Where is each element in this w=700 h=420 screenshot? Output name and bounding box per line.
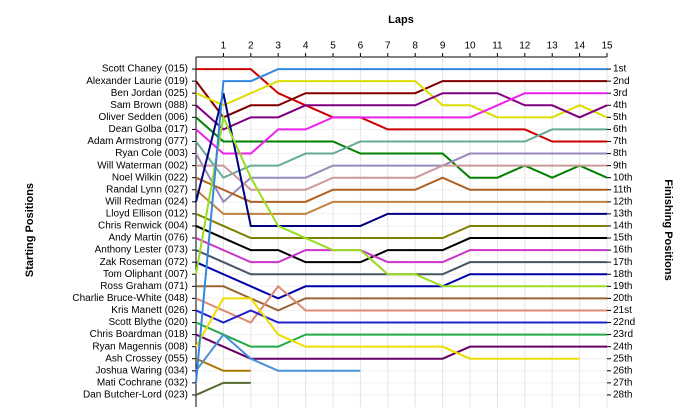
driver-line xyxy=(195,381,251,396)
driver-line xyxy=(195,128,607,179)
y2-tick-label: 26th xyxy=(613,365,632,376)
driver-line xyxy=(195,297,580,360)
driver-line xyxy=(195,212,607,240)
x-tick-label: 15 xyxy=(601,41,613,52)
driver-line xyxy=(195,92,607,155)
driver-label: Dean Golba (017) xyxy=(109,124,189,135)
x-tick-label: 2 xyxy=(248,41,254,52)
driver-label: Zak Roseman (072) xyxy=(100,257,188,268)
y2-tick-label: 4th xyxy=(613,100,627,111)
driver-label: Adam Armstrong (077) xyxy=(87,136,188,147)
driver-label: Ash Crossey (055) xyxy=(105,353,188,364)
driver-line xyxy=(195,321,607,348)
driver-line xyxy=(195,237,607,264)
driver-label: Sam Brown (088) xyxy=(110,100,188,111)
driver-label: Chris Boardman (018) xyxy=(90,329,188,340)
y2-tick-label: 25th xyxy=(613,353,632,364)
driver-line xyxy=(195,357,251,372)
y2-tick-label: 14th xyxy=(613,221,632,232)
driver-line xyxy=(195,68,607,383)
y2-tick-label: 27th xyxy=(613,378,632,389)
x-tick-label: 4 xyxy=(303,41,309,52)
driver-line xyxy=(195,284,607,324)
driver-line xyxy=(195,113,607,288)
driver-label: Lloyd Ellison (012) xyxy=(106,209,188,220)
driver-label: Charlie Bruce-White (048) xyxy=(72,293,188,304)
driver-line xyxy=(195,225,607,264)
driver-label: Ben Jordan (025) xyxy=(111,88,188,99)
y2-tick-label: 11th xyxy=(613,184,632,195)
driver-label: Scott Chaney (015) xyxy=(102,64,188,75)
driver-label: Oliver Sedden (006) xyxy=(99,112,189,123)
x-tick-label: 14 xyxy=(574,41,586,52)
driver-label: Ryan Magennis (008) xyxy=(92,341,188,352)
driver-line xyxy=(195,189,607,215)
driver-line xyxy=(195,333,607,360)
driver-label: Mati Cochrane (032) xyxy=(97,378,188,389)
y2-tick-label: 21st xyxy=(613,305,632,316)
y2-tick-label: 9th xyxy=(613,160,627,171)
driver-label: Alexander Laurie (019) xyxy=(86,76,188,87)
driver-line xyxy=(195,80,608,119)
x-tick-label: 9 xyxy=(440,41,446,52)
driver-label: Ross Graham (071) xyxy=(100,281,188,292)
y-axis-title: Starting Positions xyxy=(24,183,36,277)
driver-label: Chris Renwick (004) xyxy=(98,221,188,232)
driver-label: Anthony Lester (073) xyxy=(95,245,188,256)
y2-tick-label: 1st xyxy=(613,64,627,75)
y2-axis-title: Finishing Positions xyxy=(662,179,674,280)
y2-tick-label: 6th xyxy=(613,124,627,135)
driver-label: Joshua Waring (034) xyxy=(96,365,188,376)
y2-tick-label: 5th xyxy=(613,112,627,123)
x-tick-label: 6 xyxy=(358,41,364,52)
y2-tick-label: 17th xyxy=(613,257,632,268)
y2-tick-label: 7th xyxy=(613,136,627,147)
x-tick-label: 7 xyxy=(385,41,391,52)
y2-tick-label: 3rd xyxy=(613,88,627,99)
x-tick-label: 5 xyxy=(330,41,336,52)
x-tick-label: 3 xyxy=(275,41,281,52)
y2-tick-label: 23rd xyxy=(613,329,633,340)
x-tick-label: 10 xyxy=(464,41,476,52)
x-tick-label: 12 xyxy=(519,41,531,52)
x-tick-label: 8 xyxy=(412,41,418,52)
y2-tick-label: 19th xyxy=(613,281,632,292)
driver-label: Dan Butcher-Lord (023) xyxy=(83,390,188,401)
driver-line xyxy=(195,80,607,119)
driver-label: Scott Blythe (020) xyxy=(109,317,188,328)
x-tick-label: 13 xyxy=(547,41,559,52)
driver-label: Andy Martin (076) xyxy=(109,233,188,244)
driver-label: Will Redman (024) xyxy=(105,196,188,207)
driver-label: Tom Oliphant (007) xyxy=(103,269,188,280)
y2-tick-label: 20th xyxy=(613,293,632,304)
y2-tick-label: 10th xyxy=(613,172,632,183)
driver-line xyxy=(195,92,608,131)
y2-tick-label: 28th xyxy=(613,390,632,401)
y2-tick-label: 22nd xyxy=(613,317,635,328)
y2-tick-label: 24th xyxy=(613,341,632,352)
chart-title: Laps xyxy=(388,14,414,26)
driver-line xyxy=(195,261,607,300)
driver-label: Will Waterman (002) xyxy=(97,160,188,171)
driver-line xyxy=(195,333,361,372)
driver-line xyxy=(195,92,607,227)
driver-line xyxy=(195,152,607,204)
y2-tick-label: 15th xyxy=(613,233,632,244)
y2-tick-label: 18th xyxy=(613,269,632,280)
y2-tick-label: 12th xyxy=(613,196,632,207)
driver-label: Randal Lynn (027) xyxy=(106,184,188,195)
driver-label: Kris Manett (026) xyxy=(111,305,188,316)
x-tick-label: 1 xyxy=(221,41,227,52)
y2-tick-label: 8th xyxy=(613,148,627,159)
driver-line xyxy=(196,164,607,191)
y2-tick-label: 2nd xyxy=(613,76,630,87)
x-tick-label: 11 xyxy=(492,41,503,52)
driver-label: Noel Wilkin (022) xyxy=(112,172,188,183)
y2-tick-label: 16th xyxy=(613,245,632,256)
y2-tick-label: 13th xyxy=(613,209,632,220)
driver-label: Ryan Cole (003) xyxy=(115,148,188,159)
